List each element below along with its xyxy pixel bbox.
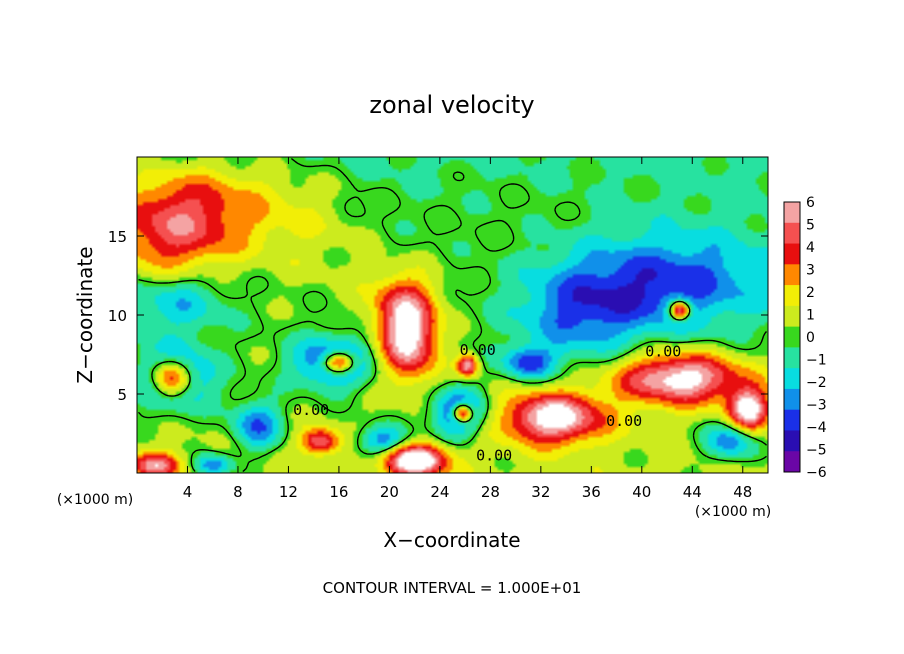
colorbar-swatch bbox=[784, 243, 800, 265]
x-tick-label: 36 bbox=[582, 483, 601, 501]
colorbar-label: 2 bbox=[806, 285, 815, 301]
colorbar-label: −2 bbox=[806, 375, 827, 391]
colorbar-swatch bbox=[784, 430, 800, 452]
colorbar-swatch bbox=[784, 305, 800, 328]
colorbar-label: 5 bbox=[806, 218, 815, 234]
colorbar-swatch bbox=[784, 409, 800, 431]
y-axis-ticks: 5 10 15 bbox=[108, 228, 768, 404]
contour-label: 0.00 bbox=[645, 342, 681, 360]
x-tick-label: 48 bbox=[733, 483, 752, 501]
x-tick-label: 12 bbox=[279, 483, 298, 501]
x-axis-ticks: 4 8 12 16 20 24 28 32 36 40 44 48 bbox=[183, 157, 752, 501]
x-tick-label: 40 bbox=[632, 483, 651, 501]
velocity-field-image bbox=[137, 157, 768, 473]
y-tick-label: 5 bbox=[117, 386, 127, 404]
x-tick-label: 32 bbox=[531, 483, 550, 501]
colorbar-label: −6 bbox=[806, 465, 827, 481]
colorbar-label: −5 bbox=[806, 443, 827, 459]
x-tick-label: 24 bbox=[430, 483, 449, 501]
contour-labels: 0.00 0.00 0.00 0.00 0.00 bbox=[293, 341, 681, 465]
contour-label: 0.00 bbox=[293, 401, 329, 419]
colorbar: 6 5 4 3 2 1 0 −1 −2 −3 −4 −5 −6 bbox=[783, 195, 827, 481]
colorbar-label: −1 bbox=[806, 353, 827, 369]
velocity-field bbox=[137, 157, 768, 473]
contour-interval-footer: CONTOUR INTERVAL = 1.000E+01 bbox=[323, 579, 582, 597]
colorbar-label: −3 bbox=[806, 398, 827, 414]
x-tick-label: 16 bbox=[329, 483, 348, 501]
colorbar-label: 4 bbox=[806, 240, 815, 256]
colorbar-label: −4 bbox=[806, 420, 827, 436]
colorbar-swatch bbox=[784, 368, 800, 390]
colorbar-frame bbox=[783, 201, 801, 473]
x-tick-label: 4 bbox=[183, 483, 193, 501]
colorbar-swatch bbox=[784, 388, 800, 411]
colorbar-swatch bbox=[784, 202, 800, 224]
colorbar-swatch bbox=[784, 347, 800, 369]
colorbar-swatch bbox=[784, 285, 800, 307]
contour-label: 0.00 bbox=[606, 412, 642, 430]
colorbar-label: 0 bbox=[806, 330, 815, 346]
x-tick-label: 44 bbox=[683, 483, 702, 501]
x-tick-label: 28 bbox=[481, 483, 500, 501]
x-unit-label-right: (×1000 m) bbox=[695, 504, 771, 520]
x-axis-label: X−coordinate bbox=[383, 528, 520, 552]
x-unit-label-left: (×1000 m) bbox=[57, 492, 133, 508]
x-tick-label: 20 bbox=[380, 483, 399, 501]
x-tick-label: 8 bbox=[233, 483, 243, 501]
colorbar-label: 1 bbox=[806, 308, 815, 324]
zero-contour-line bbox=[137, 158, 768, 473]
y-axis-label: Z−coordinate bbox=[73, 246, 97, 383]
contour-label: 0.00 bbox=[476, 447, 512, 465]
colorbar-swatch bbox=[784, 451, 800, 473]
chart-title: zonal velocity bbox=[369, 91, 534, 119]
colorbar-swatch bbox=[784, 326, 800, 348]
zero-contour-layer bbox=[137, 158, 768, 473]
colorbar-label: 3 bbox=[806, 263, 815, 279]
colorbar-swatch bbox=[784, 264, 800, 286]
colorbar-swatch bbox=[784, 222, 800, 245]
y-tick-label: 15 bbox=[108, 228, 127, 246]
y-tick-label: 10 bbox=[108, 307, 127, 325]
colorbar-label: 6 bbox=[806, 195, 815, 211]
contour-label: 0.00 bbox=[460, 341, 496, 359]
